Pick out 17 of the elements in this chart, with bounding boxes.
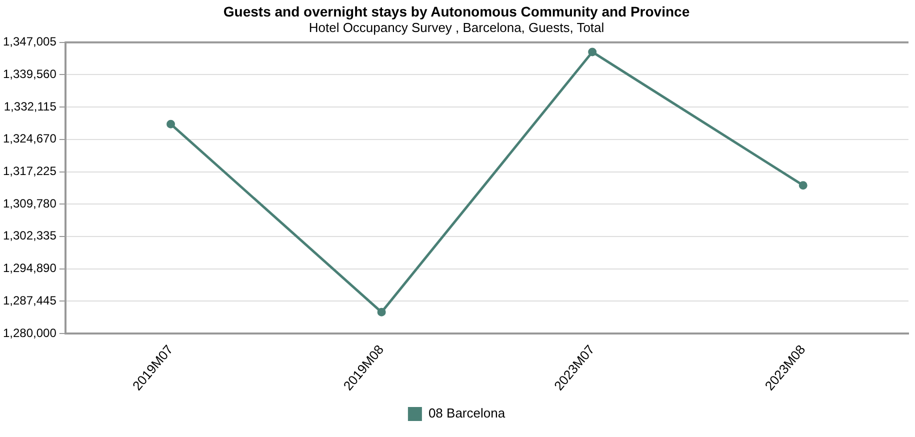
chart-subtitle: Hotel Occupancy Survey , Barcelona, Guests, Total (308, 20, 604, 36)
point (798, 181, 808, 190)
y-tick-label: 1,339,560 (2, 67, 57, 82)
y-tick-label: 1,347,005 (2, 34, 57, 49)
y-tick-label: 1,280,000 (2, 326, 57, 340)
y-tick-label: 1,294,890 (2, 261, 57, 276)
chart-title: Guests and overnight stays by Autonomous Community and Province (223, 3, 690, 20)
legend-label: 08 Barcelona (428, 406, 506, 421)
y-tick-label: 1,324,670 (2, 132, 57, 146)
point (166, 120, 176, 128)
point (588, 48, 597, 56)
y-tick-label: 1,302,335 (2, 228, 57, 243)
y-tick-label: 1,287,445 (2, 293, 57, 308)
point (377, 308, 386, 316)
y-tick-label: 1,317,225 (2, 164, 57, 178)
y-tick-label: 1,309,780 (2, 196, 57, 210)
y-tick-label: 1,332,115 (4, 99, 57, 114)
